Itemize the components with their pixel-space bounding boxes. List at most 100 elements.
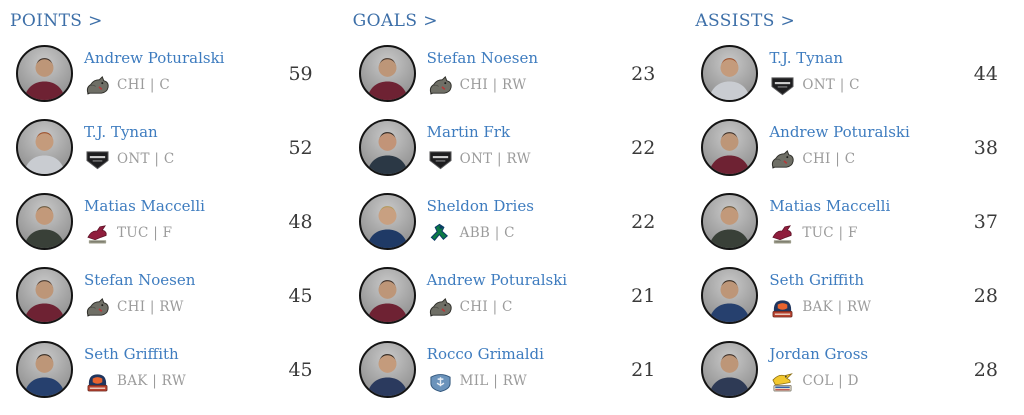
- player-avatar[interactable]: [701, 267, 759, 324]
- player-name-link[interactable]: T.J. Tynan: [769, 49, 844, 68]
- team-logo-tuc-icon: [84, 222, 111, 245]
- player-headshot: [366, 280, 408, 322]
- player-team-position: CHI | RW: [459, 77, 527, 94]
- team-logo-chi-icon: [84, 296, 111, 319]
- stat-value: 38: [973, 136, 998, 159]
- player-headshot: [23, 206, 66, 248]
- player-avatar[interactable]: [358, 267, 416, 324]
- team-logo-abb-icon: [427, 222, 454, 245]
- player-avatar[interactable]: [16, 119, 73, 176]
- team-logo-chi-icon: [427, 296, 454, 319]
- player-team-position: CHI | C: [802, 151, 856, 168]
- stat-column-goals: GOALS > Stefan Noesen CHI | RW 23 Martin…: [351, 10, 666, 415]
- team-logo-ont-icon: [427, 148, 454, 171]
- player-avatar[interactable]: [16, 341, 73, 398]
- player-row: Martin Frk ONT | RW 22: [351, 119, 666, 176]
- player-headshot: [23, 132, 66, 174]
- player-name-link[interactable]: Andrew Poturalski: [426, 271, 568, 290]
- stat-value: 21: [631, 284, 656, 307]
- player-headshot: [23, 58, 66, 100]
- team-logo-chi-icon: [769, 148, 796, 171]
- stat-value: 48: [288, 210, 313, 233]
- player-row: Stefan Noesen CHI | RW 23: [351, 45, 666, 102]
- points-leaders-link[interactable]: POINTS >: [10, 11, 103, 31]
- player-team-position: TUC | F: [117, 225, 173, 242]
- player-avatar[interactable]: [701, 119, 759, 176]
- player-row: Matias Maccelli TUC | F 48: [8, 193, 323, 250]
- player-headshot: [23, 354, 66, 396]
- player-name-link[interactable]: Sheldon Dries: [426, 197, 534, 216]
- player-name-link[interactable]: Rocco Grimaldi: [426, 345, 544, 364]
- assists-leaders-link[interactable]: ASSISTS >: [695, 11, 796, 31]
- team-logo-chi-icon: [427, 74, 454, 97]
- stat-column-points: POINTS > Andrew Poturalski CHI | C 59 T.…: [8, 10, 323, 415]
- player-name-link[interactable]: Stefan Noesen: [84, 271, 196, 290]
- player-name-link[interactable]: Matias Maccelli: [769, 197, 891, 216]
- player-team-position: BAK | RW: [802, 299, 872, 316]
- team-logo-ont-icon: [84, 148, 111, 171]
- player-avatar[interactable]: [701, 193, 759, 250]
- team-logo-bak-icon: [769, 296, 796, 319]
- player-row: Stefan Noesen CHI | RW 45: [8, 267, 323, 324]
- team-logo-tuc-icon: [769, 222, 796, 245]
- player-headshot: [709, 58, 751, 100]
- player-team-position: ONT | C: [117, 151, 175, 168]
- player-avatar[interactable]: [358, 341, 416, 398]
- player-team-position: CHI | C: [117, 77, 170, 94]
- player-row: T.J. Tynan ONT | C 44: [693, 45, 1008, 102]
- player-team-position: ONT | C: [802, 77, 860, 94]
- player-team-position: CHI | RW: [117, 299, 184, 316]
- player-name-link[interactable]: Martin Frk: [426, 123, 511, 142]
- stat-value: 44: [973, 62, 998, 85]
- player-headshot: [366, 132, 408, 174]
- player-row: Rocco Grimaldi MIL | RW 21: [351, 341, 666, 398]
- stat-value: 28: [973, 284, 998, 307]
- player-headshot: [366, 206, 408, 248]
- team-logo-col-icon: [769, 370, 796, 393]
- player-name-link[interactable]: Andrew Poturalski: [769, 123, 910, 142]
- player-avatar[interactable]: [701, 341, 759, 398]
- player-row: Seth Griffith BAK | RW 28: [693, 267, 1008, 324]
- player-team-position: ABB | C: [459, 225, 515, 242]
- team-logo-ont-icon: [769, 74, 796, 97]
- player-name-link[interactable]: Seth Griffith: [84, 345, 179, 364]
- player-name-link[interactable]: Andrew Poturalski: [84, 49, 225, 68]
- stat-value: 22: [631, 210, 656, 233]
- player-headshot: [366, 58, 408, 100]
- player-avatar[interactable]: [358, 119, 416, 176]
- team-logo-mil-icon: [427, 370, 454, 393]
- stat-value: 21: [631, 358, 656, 381]
- player-avatar[interactable]: [16, 193, 73, 250]
- player-team-position: MIL | RW: [459, 373, 528, 390]
- player-headshot: [709, 206, 751, 248]
- player-avatar[interactable]: [358, 193, 416, 250]
- player-headshot: [709, 280, 751, 322]
- team-logo-chi-icon: [84, 74, 111, 97]
- player-name-link[interactable]: T.J. Tynan: [84, 123, 158, 142]
- goals-leaders-link[interactable]: GOALS >: [352, 11, 438, 31]
- player-row: Andrew Poturalski CHI | C 21: [351, 267, 666, 324]
- team-logo-bak-icon: [84, 370, 111, 393]
- player-avatar[interactable]: [701, 45, 759, 102]
- player-headshot: [23, 280, 66, 322]
- player-name-link[interactable]: Jordan Gross: [769, 345, 869, 364]
- stat-value: 45: [288, 284, 313, 307]
- player-row: Matias Maccelli TUC | F 37: [693, 193, 1008, 250]
- player-name-link[interactable]: Seth Griffith: [769, 271, 865, 290]
- player-headshot: [709, 132, 751, 174]
- stat-value: 37: [973, 210, 998, 233]
- player-avatar[interactable]: [358, 45, 416, 102]
- stat-value: 52: [288, 136, 313, 159]
- stat-value: 28: [973, 358, 998, 381]
- player-name-link[interactable]: Matias Maccelli: [84, 197, 205, 216]
- player-name-link[interactable]: Stefan Noesen: [426, 49, 539, 68]
- player-avatar[interactable]: [16, 267, 73, 324]
- player-team-position: TUC | F: [802, 225, 858, 242]
- player-avatar[interactable]: [16, 45, 73, 102]
- player-team-position: CHI | C: [459, 299, 513, 316]
- player-row: T.J. Tynan ONT | C 52: [8, 119, 323, 176]
- player-team-position: COL | D: [802, 373, 859, 390]
- player-row: Andrew Poturalski CHI | C 59: [8, 45, 323, 102]
- player-headshot: [366, 354, 408, 396]
- player-headshot: [709, 354, 751, 396]
